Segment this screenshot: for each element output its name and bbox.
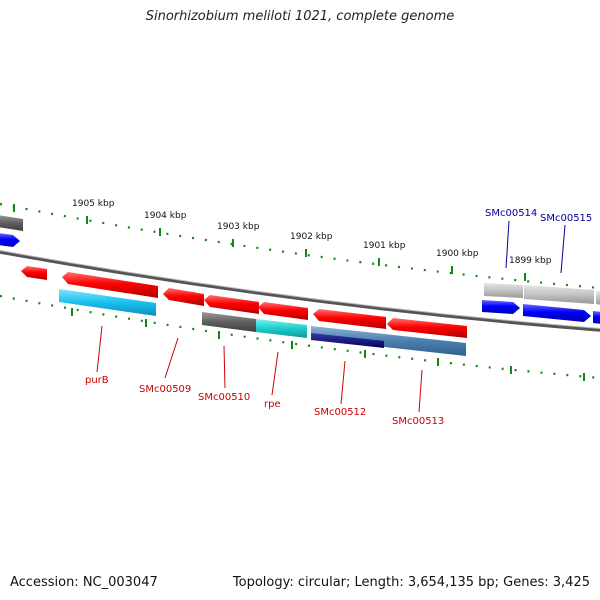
gene-label-SMc00509: SMc00509 <box>139 384 191 395</box>
feature-bar-rpe <box>256 319 307 338</box>
gene-arrow-rpe <box>258 302 308 320</box>
accession-text: Accession: NC_003047 <box>10 575 158 590</box>
label-leaders-red <box>96 325 423 413</box>
feature-gray-SMc00514 <box>484 283 523 298</box>
scale-label-1899: 1899 kbp <box>509 256 552 266</box>
gene-arrow-SMc00512 <box>313 309 386 329</box>
inner-major-ticks <box>71 308 585 381</box>
cds-arrow-SMc00515 <box>523 304 591 322</box>
gene-arrow-purB <box>62 272 158 298</box>
scale-label-1900: 1900 kbp <box>436 249 479 259</box>
gene-label-SMc00512: SMc00512 <box>314 407 366 418</box>
cds-arrow-right-edge <box>593 311 600 324</box>
outer-scale-track <box>0 202 600 290</box>
gene-arrow-small <box>21 266 47 280</box>
scale-label-1902: 1902 kbp <box>290 232 333 242</box>
scale-label-1903: 1903 kbp <box>217 222 260 232</box>
genome-summary-text: Topology: circular; Length: 3,654,135 bp… <box>232 575 590 590</box>
gene-label-SMc00510: SMc00510 <box>198 392 250 403</box>
feature-bar-purB <box>59 289 156 316</box>
scale-label-1901: 1901 kbp <box>363 241 406 251</box>
genome-backbone <box>0 250 600 332</box>
gene-label-purB: purB <box>85 375 109 386</box>
gene-arrow-SMc00510 <box>204 295 259 314</box>
scale-label-1904: 1904 kbp <box>144 211 187 221</box>
feature-gray-SMc00515 <box>524 285 594 304</box>
feature-bar-SMc00512-dark <box>311 333 384 348</box>
gene-arrow-SMc00513 <box>387 318 467 338</box>
label-leaders-blue <box>505 220 566 274</box>
gene-arrow-SMc00509 <box>163 288 204 306</box>
gene-label-rpe: rpe <box>264 399 281 410</box>
map-title: Sinorhizobium meliloti 1021, complete ge… <box>145 9 455 24</box>
inner-scale-track <box>0 294 600 380</box>
cds-arrow-SMc00514 <box>482 300 520 314</box>
gene-label-SMc00513: SMc00513 <box>392 416 444 427</box>
feature-bar-SMc00512 <box>311 326 466 356</box>
gene-label-SMc00515: SMc00515 <box>540 213 592 224</box>
scale-label-1905: 1905 kbp <box>72 199 115 209</box>
gene-label-SMc00514: SMc00514 <box>485 208 537 219</box>
genome-backbone-highlight <box>0 250 600 329</box>
outer-major-ticks <box>13 204 526 281</box>
feature-bar-SMc00510 <box>202 312 256 332</box>
feature-gray-right-edge <box>596 291 600 305</box>
feature-blue-partial <box>0 233 20 247</box>
feature-gray-partial <box>0 215 23 231</box>
